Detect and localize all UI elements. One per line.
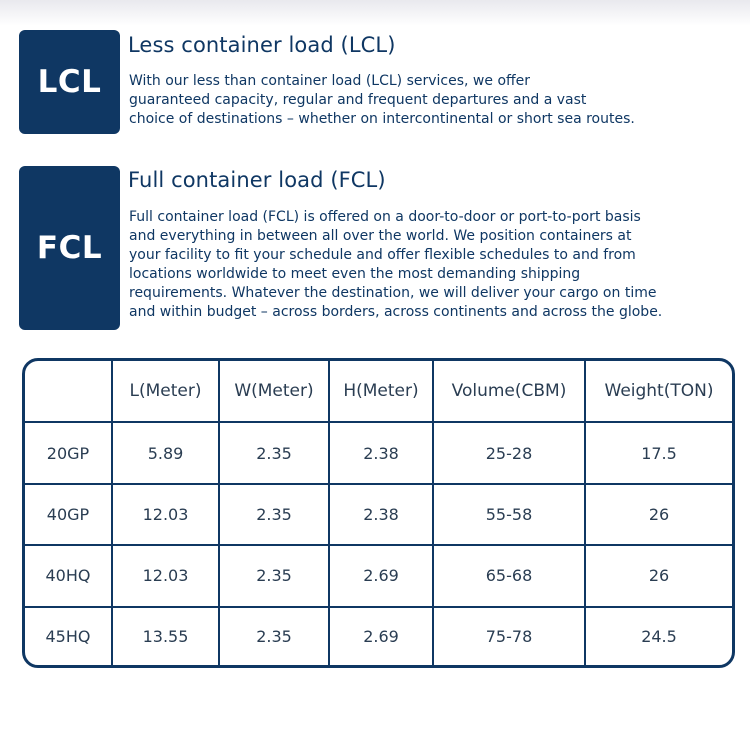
table-cell: 25-28 (432, 421, 586, 485)
fcl-description-line: requirements. Whatever the destination, … (129, 285, 657, 301)
fcl-description: Full container load (FCL) is offered on … (129, 208, 744, 322)
table-cell: 2.35 (218, 544, 330, 608)
lcl-title: Less container load (LCL) (128, 33, 396, 57)
container-type-cell: 45HQ (25, 605, 113, 665)
table-row: 20GP 5.89 2.35 2.38 25-28 17.5 (25, 421, 732, 485)
table-row: 45HQ 13.55 2.35 2.69 75-78 24.5 (25, 605, 732, 665)
table-cell: 65-68 (432, 544, 586, 608)
table-cell: 75-78 (432, 605, 586, 665)
table-cell: 17.5 (584, 421, 732, 485)
lcl-badge-label: LCL (37, 64, 102, 100)
container-spec-grid: L(Meter) W(Meter) H(Meter) Volume(CBM) W… (25, 361, 732, 665)
container-type-cell: 20GP (25, 421, 113, 485)
lcl-description-line: guaranteed capacity, regular and frequen… (129, 92, 587, 108)
table-header-volume: Volume(CBM) (432, 361, 586, 424)
table-cell: 2.38 (328, 482, 434, 547)
table-header-width: W(Meter) (218, 361, 330, 424)
table-cell: 2.38 (328, 421, 434, 485)
table-cell: 55-58 (432, 482, 586, 547)
table-header-cell (25, 361, 113, 424)
table-cell: 2.35 (218, 605, 330, 665)
container-type-cell: 40HQ (25, 544, 113, 608)
lcl-description-line: choice of destinations – whether on inte… (129, 111, 635, 127)
table-cell: 5.89 (111, 421, 220, 485)
container-type-cell: 40GP (25, 482, 113, 547)
fcl-description-line: Full container load (FCL) is offered on … (129, 209, 641, 225)
table-row: 40HQ 12.03 2.35 2.69 65-68 26 (25, 544, 732, 608)
table-cell: 26 (584, 544, 732, 608)
fcl-badge-label: FCL (36, 230, 103, 266)
fcl-description-line: and within budget – across borders, acro… (129, 304, 663, 320)
container-spec-table: L(Meter) W(Meter) H(Meter) Volume(CBM) W… (22, 358, 735, 668)
top-background-fade (0, 0, 750, 26)
table-cell: 2.69 (328, 544, 434, 608)
table-cell: 12.03 (111, 544, 220, 608)
table-header-height: H(Meter) (328, 361, 434, 424)
table-cell: 2.69 (328, 605, 434, 665)
lcl-description: With our less than container load (LCL) … (129, 72, 744, 129)
fcl-description-line: and everything in between all over the w… (129, 228, 632, 244)
fcl-description-line: your facility to fit your schedule and o… (129, 247, 636, 263)
table-header-length: L(Meter) (111, 361, 220, 424)
table-cell: 13.55 (111, 605, 220, 665)
table-header-row: L(Meter) W(Meter) H(Meter) Volume(CBM) W… (25, 361, 732, 424)
fcl-title: Full container load (FCL) (128, 168, 386, 192)
fcl-description-line: locations worldwide to meet even the mos… (129, 266, 581, 282)
table-cell: 24.5 (584, 605, 732, 665)
lcl-badge: LCL (19, 30, 120, 134)
table-cell: 26 (584, 482, 732, 547)
table-cell: 2.35 (218, 421, 330, 485)
table-header-weight: Weight(TON) (584, 361, 732, 424)
table-cell: 2.35 (218, 482, 330, 547)
table-row: 40GP 12.03 2.35 2.38 55-58 26 (25, 482, 732, 547)
table-cell: 12.03 (111, 482, 220, 547)
fcl-badge: FCL (19, 166, 120, 330)
lcl-description-line: With our less than container load (LCL) … (129, 73, 531, 89)
